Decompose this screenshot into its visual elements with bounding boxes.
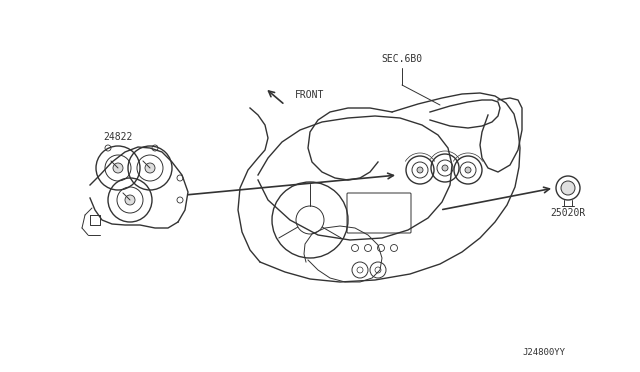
Circle shape xyxy=(442,165,448,171)
Text: SEC.6B0: SEC.6B0 xyxy=(381,54,422,64)
Circle shape xyxy=(417,167,423,173)
Text: FRONT: FRONT xyxy=(295,90,324,100)
Circle shape xyxy=(113,163,123,173)
Circle shape xyxy=(561,181,575,195)
Circle shape xyxy=(125,195,135,205)
Circle shape xyxy=(465,167,471,173)
Text: 25020R: 25020R xyxy=(550,208,586,218)
Circle shape xyxy=(145,163,155,173)
Text: 24822: 24822 xyxy=(103,132,132,142)
Text: J24800YY: J24800YY xyxy=(522,348,565,357)
